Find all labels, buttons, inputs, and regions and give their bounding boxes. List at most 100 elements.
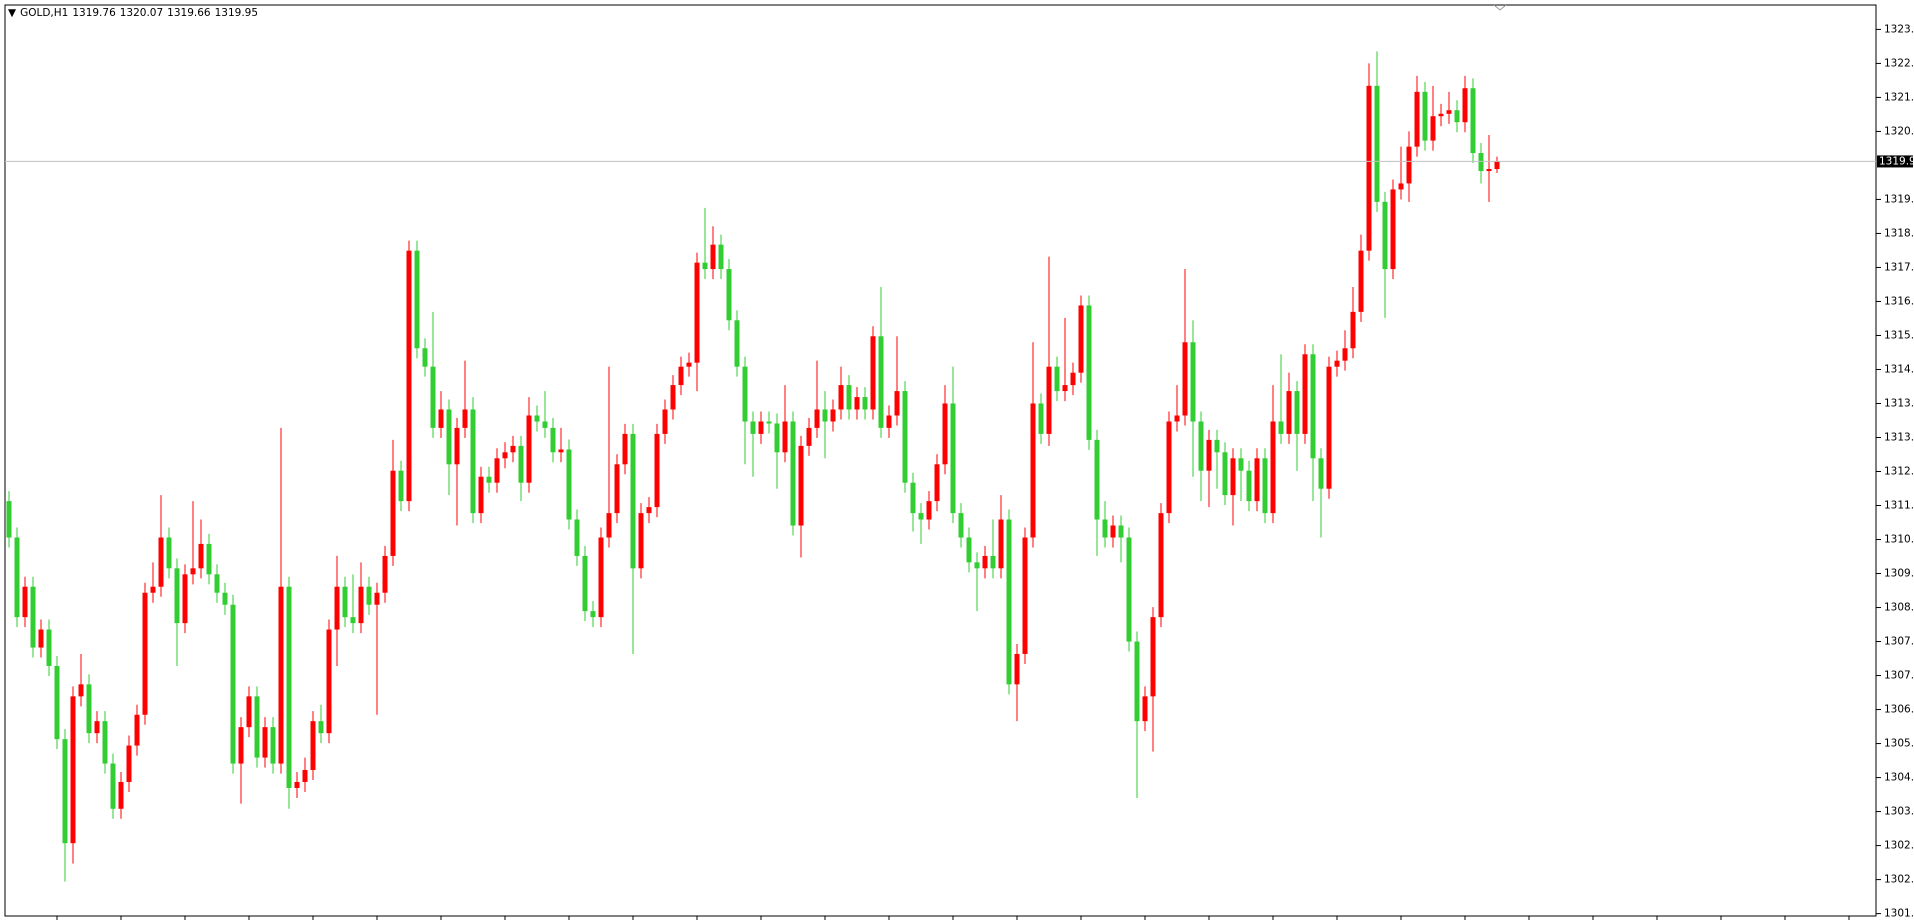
candle-body xyxy=(430,366,436,428)
candle-body xyxy=(1414,91,1420,147)
candle-body xyxy=(1262,458,1268,514)
y-tick-label: 1314.75 xyxy=(1884,363,1914,375)
candle-body xyxy=(94,721,100,734)
candle-body xyxy=(1110,525,1116,538)
candle-body xyxy=(1062,385,1068,392)
candle-body xyxy=(1390,189,1396,270)
candle-body xyxy=(534,415,540,422)
candle-body xyxy=(950,403,956,514)
candle-body xyxy=(934,464,940,502)
candle-body xyxy=(22,586,28,618)
candle-body xyxy=(1478,153,1484,172)
candle-body xyxy=(1094,439,1100,520)
y-tick-label: 1321.55 xyxy=(1884,91,1914,103)
candle-body xyxy=(878,336,884,428)
candle-body xyxy=(198,543,204,569)
candle-body xyxy=(62,739,68,844)
chart-header: ▼ GOLD,H1 1319.76 1320.07 1319.66 1319.95 xyxy=(8,7,266,19)
candle-body xyxy=(446,409,452,465)
candle-body xyxy=(1142,696,1148,722)
candle-body xyxy=(814,409,820,428)
candle-body xyxy=(366,586,372,605)
candle-body xyxy=(38,629,44,648)
candle-body xyxy=(1342,348,1348,361)
candle-body xyxy=(110,763,116,809)
y-tick-label: 1307.10 xyxy=(1884,670,1914,682)
candle-body xyxy=(1214,439,1220,453)
candle-body xyxy=(1358,250,1364,312)
candle-body xyxy=(438,409,444,428)
y-tick-label: 1312.20 xyxy=(1884,466,1914,478)
y-tick-label: 1308.80 xyxy=(1884,602,1914,614)
candle-body xyxy=(734,320,740,367)
candle-body xyxy=(886,415,892,428)
candle-body xyxy=(710,244,716,270)
candle-body xyxy=(382,555,388,593)
candle-body xyxy=(510,445,516,453)
menu-arrow[interactable]: ▼ xyxy=(8,7,17,19)
candle-body xyxy=(398,470,404,502)
candle-body xyxy=(334,586,340,630)
ohlc-readout: 1319.76 1320.07 1319.66 1319.95 xyxy=(72,7,262,19)
candle-body xyxy=(1070,372,1076,386)
y-tick-label: 1318.15 xyxy=(1884,227,1914,239)
candle-body xyxy=(718,244,724,270)
candle-body xyxy=(982,555,988,569)
candle-body xyxy=(1326,366,1332,489)
candle-body xyxy=(1038,403,1044,434)
candle-body xyxy=(662,409,668,434)
candle-body xyxy=(1270,421,1276,514)
ohlc-value: 1319.66 xyxy=(167,7,211,19)
candle-body xyxy=(670,385,676,410)
candle-body xyxy=(766,421,772,424)
candle-body xyxy=(1446,110,1452,114)
candle-body xyxy=(1406,146,1412,184)
candle-body xyxy=(862,397,868,410)
candle-body xyxy=(54,665,60,740)
ohlc-value: 1319.95 xyxy=(214,7,259,19)
candle-body xyxy=(222,592,228,605)
candle-body xyxy=(1006,519,1012,685)
candle-body xyxy=(622,433,628,465)
candle-body xyxy=(46,629,52,666)
bid-label: 1319.95 xyxy=(1879,155,1914,167)
candle-body xyxy=(214,574,220,593)
candle-body xyxy=(1238,458,1244,471)
candle-body xyxy=(166,537,172,569)
y-tick-label: 1306.25 xyxy=(1884,704,1914,716)
candle-body xyxy=(638,513,644,569)
candle-body xyxy=(278,586,284,764)
candle-body xyxy=(454,427,460,465)
candle-body xyxy=(1430,116,1436,141)
candle-body xyxy=(1494,161,1500,170)
candle-body xyxy=(150,586,156,593)
candle-body xyxy=(70,696,76,844)
y-tick-label: 1307.95 xyxy=(1884,636,1914,648)
candle-body xyxy=(318,721,324,734)
candle-body xyxy=(910,482,916,514)
candle-body xyxy=(974,562,980,569)
candle-body xyxy=(102,721,108,764)
candle-body xyxy=(190,568,196,575)
candle-body xyxy=(702,262,708,270)
candle-body xyxy=(646,507,652,514)
y-tick-label: 1311.35 xyxy=(1884,500,1914,512)
y-tick-label: 1310.50 xyxy=(1884,534,1914,546)
candle-body xyxy=(918,513,924,520)
candle-body xyxy=(1150,617,1156,697)
bid-label-bg xyxy=(1877,155,1913,168)
candle-body xyxy=(14,537,20,618)
y-tick-label: 1316.45 xyxy=(1884,295,1914,307)
candle-body xyxy=(238,727,244,764)
candle-body xyxy=(1198,421,1204,471)
candle-body xyxy=(126,745,132,782)
candle-body xyxy=(998,519,1004,569)
candle-body xyxy=(1294,391,1300,434)
candle-body xyxy=(1310,354,1316,459)
candle-body xyxy=(958,513,964,538)
candle-body xyxy=(230,604,236,764)
candle-body xyxy=(1174,415,1180,422)
y-tick-label: 1322.40 xyxy=(1884,57,1914,69)
candle-body xyxy=(486,476,492,483)
